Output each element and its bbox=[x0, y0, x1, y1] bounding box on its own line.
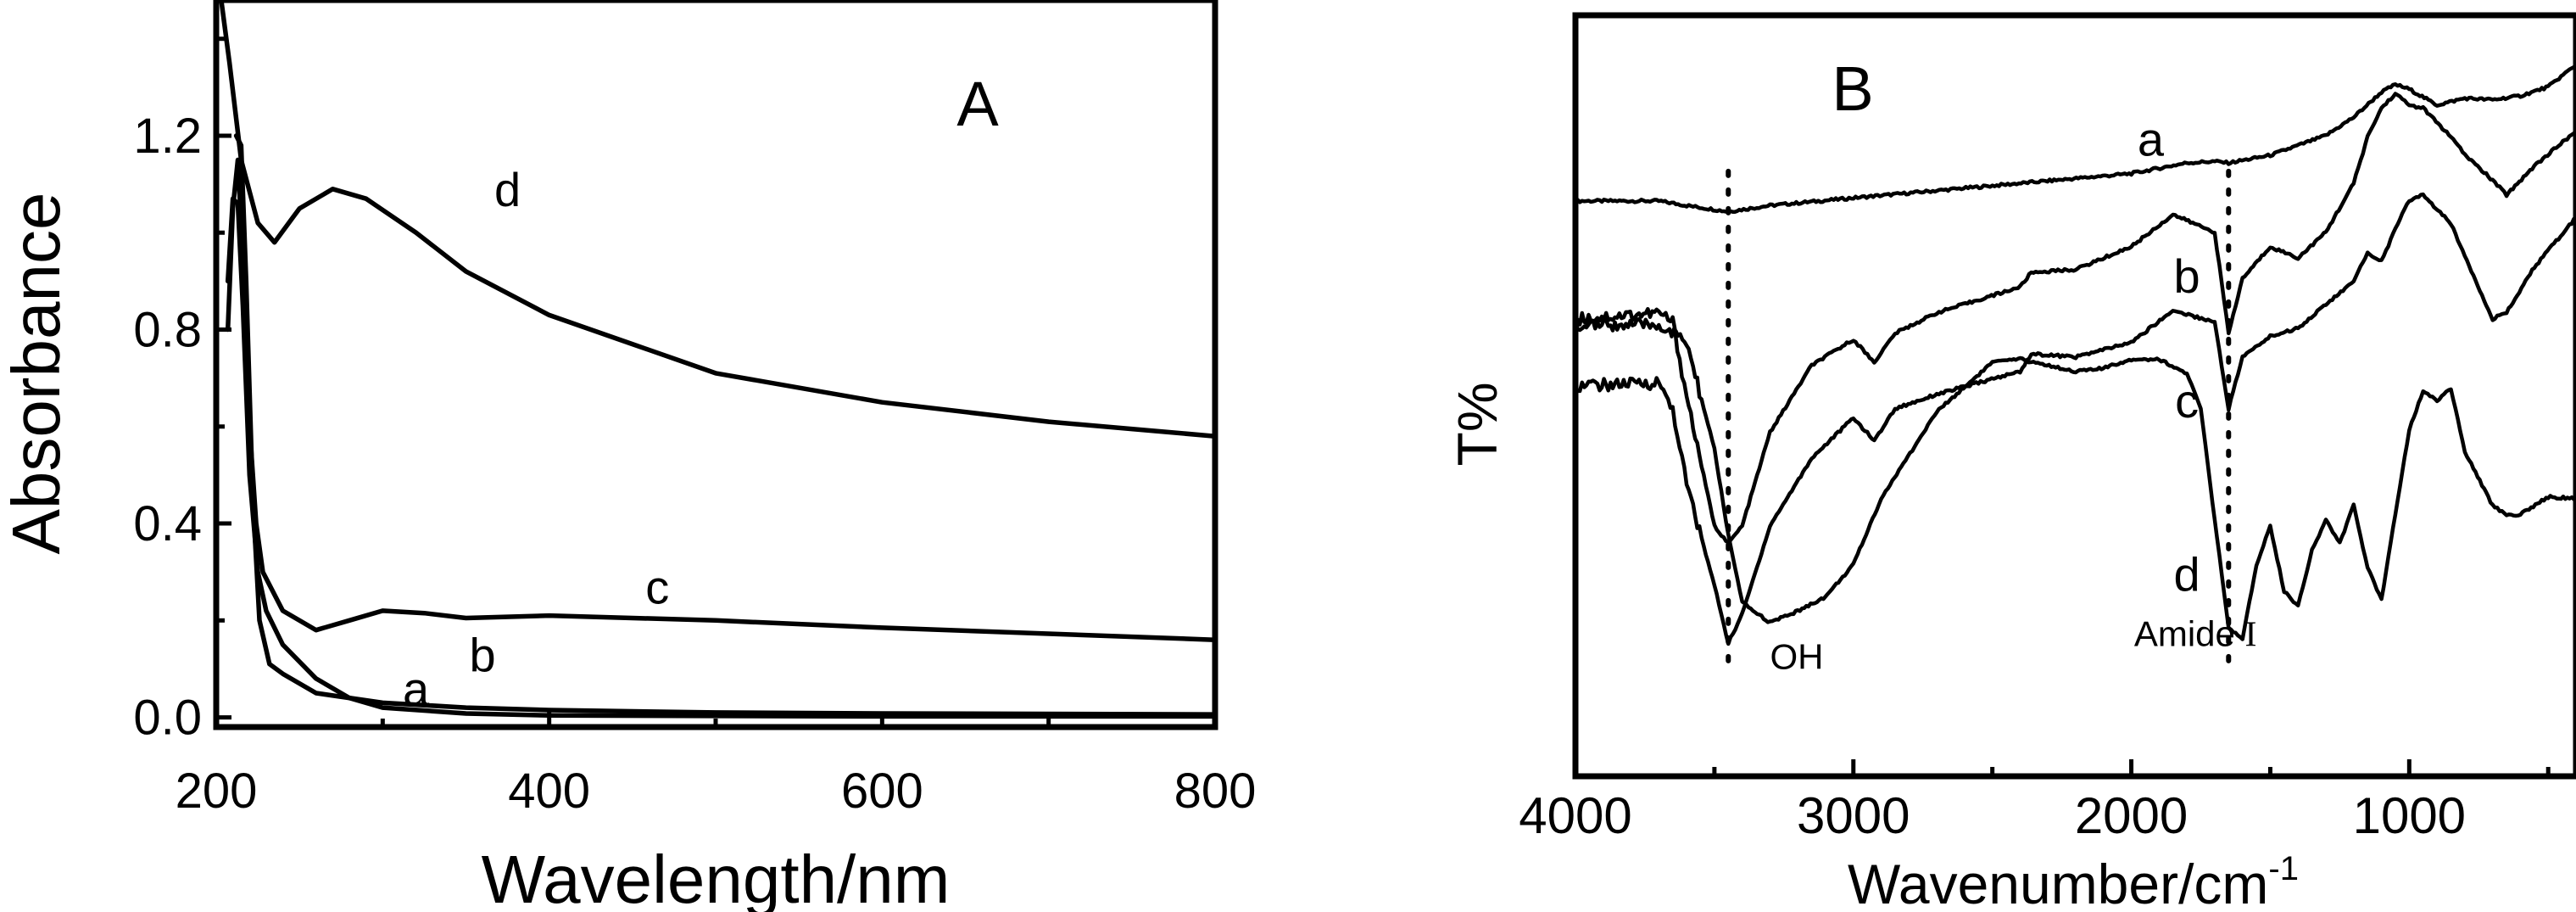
panel-a-curve-label-b: b bbox=[470, 628, 496, 681]
panel-b-annotation: OH bbox=[1770, 636, 1823, 676]
panel-a-y-tick-label: 0.0 bbox=[133, 691, 202, 746]
panel-a-series-c-line bbox=[225, 157, 1218, 642]
panel-b-x-tick-label: 3000 bbox=[1797, 787, 1910, 844]
panel-a-y-tick-label: 1.2 bbox=[133, 109, 202, 164]
panel-a-frame bbox=[213, 0, 1218, 730]
panel-b-annotation-text: Amide bbox=[2134, 613, 2245, 653]
panel-a-curve-label-a: a bbox=[403, 662, 430, 715]
panel-b-x-axis-label-text: Wavenumber/cm bbox=[1848, 853, 2268, 912]
panel-b-x-tick-label: 1000 bbox=[2353, 787, 2466, 844]
panel-a-x-tick-label: 600 bbox=[841, 764, 923, 819]
panel-b-x-axis-label: Wavenumber/cm-1 bbox=[1848, 850, 2299, 912]
panel-b-curve-label-b: b bbox=[2174, 249, 2200, 303]
panel-b-curve-label-d: d bbox=[2174, 547, 2200, 601]
panel-a-y-tick-label: 0.8 bbox=[133, 303, 202, 358]
panel-a-series-d-line bbox=[219, 0, 1218, 439]
panel-a-x-tick-label: 200 bbox=[176, 764, 258, 819]
panel-a-x-tick-label: 800 bbox=[1174, 764, 1257, 819]
panel-b-y-axis-label: T% bbox=[1446, 383, 1508, 467]
panel-b-curve-labels: a b c d bbox=[2138, 112, 2200, 601]
panel-b-annotation-text: OH bbox=[1770, 636, 1823, 676]
panel-b-series-b-line bbox=[1573, 92, 2576, 545]
chart-panel-b: 4000 3000 2000 1000 a b c d OH Amide I B Wavenu… bbox=[1446, 12, 2576, 912]
panel-b-x-tick-label: 4000 bbox=[1519, 787, 1631, 844]
panel-a-curve-label-c: c bbox=[645, 560, 669, 613]
panel-a-series-a-line bbox=[225, 196, 1218, 719]
panel-a-ticks: 200 400 600 800 0.0 0.4 0.8 1.2 bbox=[133, 36, 1257, 819]
panel-a-curve-labels: ab c d bbox=[403, 163, 669, 715]
panel-b-title: B bbox=[1832, 53, 1873, 124]
panel-b-curve-label-c: c bbox=[2175, 374, 2199, 428]
panel-b-annotations: OH Amide I bbox=[1770, 613, 2256, 676]
panel-b-series-c-line bbox=[1573, 192, 2576, 646]
panel-a-y-tick-label: 0.4 bbox=[133, 496, 202, 551]
panel-b-series-d-line bbox=[1573, 316, 2576, 641]
panel-b-x-tick-label: 2000 bbox=[2075, 787, 2188, 844]
panel-a-title: A bbox=[956, 69, 999, 139]
panel-b-ticks: 4000 3000 2000 1000 bbox=[1519, 759, 2551, 844]
panel-b-curves bbox=[1573, 63, 2576, 646]
panel-a-x-axis-label: Wavelength/nm bbox=[482, 842, 951, 912]
panel-b-reference-lines bbox=[1726, 168, 2232, 676]
panel-a-y-axis-label: Absorbance bbox=[0, 193, 74, 555]
chart-panel-a: 200 400 600 800 0.0 0.4 0.8 1.2 ab c d A Waveleng… bbox=[0, 0, 1256, 912]
panel-a-curves bbox=[219, 0, 1218, 719]
panel-a-curve-label-d: d bbox=[494, 163, 521, 216]
panel-b-series-a-line bbox=[1573, 63, 2576, 215]
panel-a-x-tick-label: 400 bbox=[508, 764, 590, 819]
panel-b-annotation-roman: I bbox=[2245, 615, 2257, 654]
panel-b-annotation: Amide I bbox=[2134, 613, 2257, 654]
panel-b-frame bbox=[1572, 12, 2576, 780]
panel-b-x-axis-label-superscript: -1 bbox=[2268, 850, 2299, 887]
panel-b-curve-label-a: a bbox=[2138, 112, 2165, 165]
